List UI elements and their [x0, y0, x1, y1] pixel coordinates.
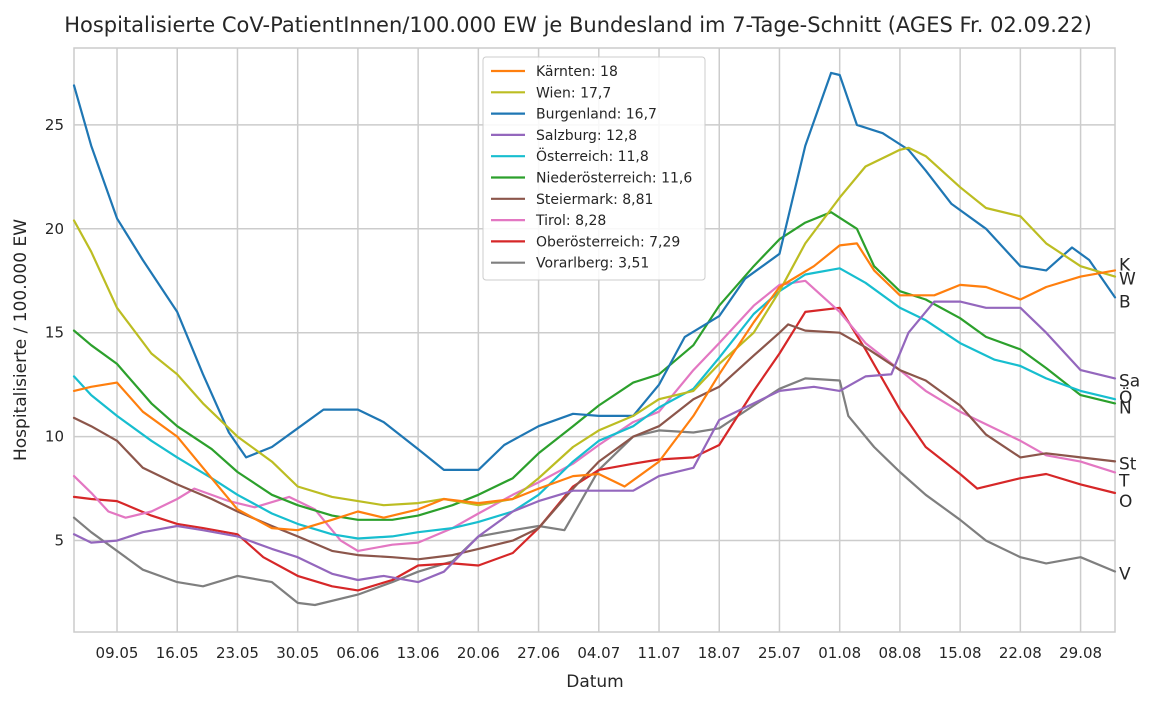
series-end-label: O	[1119, 492, 1132, 512]
x-tick-label: 29.08	[1059, 644, 1102, 662]
x-tick-label: 27.06	[517, 644, 560, 662]
series-end-label: V	[1119, 565, 1131, 585]
x-axis-label: Datum	[566, 672, 624, 692]
y-tick-label: 20	[45, 220, 64, 238]
series-line	[72, 146, 1117, 507]
series-line	[72, 306, 1117, 592]
x-tick-label: 23.05	[216, 644, 259, 662]
legend-entry: Österreich: 11,8	[536, 147, 649, 165]
legend-entry: Salzburg: 12,8	[536, 128, 637, 144]
legend-box	[482, 56, 706, 281]
y-axis-ticks: 5 10 15 20 25	[45, 116, 64, 550]
series-line	[72, 71, 1117, 471]
legend-entry: Kärnten: 18	[536, 64, 618, 80]
series-end-label: N	[1119, 398, 1132, 418]
x-tick-label: 20.06	[457, 644, 500, 662]
y-tick-label: 5	[54, 532, 64, 550]
legend-entry: Wien: 17,7	[536, 85, 611, 101]
series-lines	[72, 71, 1117, 607]
series-end-label: Ö	[1119, 386, 1132, 408]
x-tick-label: 08.08	[878, 644, 921, 662]
series-line	[72, 300, 1117, 584]
plot-frame	[73, 47, 1116, 633]
legend-entry: Vorarlberg: 3,51	[536, 256, 649, 272]
x-tick-label: 25.07	[758, 644, 801, 662]
series-line	[72, 242, 1117, 532]
x-tick-label: 13.06	[397, 644, 440, 662]
x-tick-label: 18.07	[698, 644, 741, 662]
series-end-label: B	[1119, 292, 1131, 312]
chart-title: Hospitalisierte CoV-PatientInnen/100.000…	[64, 13, 1092, 37]
x-tick-label: 11.07	[638, 644, 681, 662]
series-line	[72, 323, 1117, 561]
series-end-label: T	[1118, 471, 1130, 491]
legend: Kärnten: 18 Wien: 17,7 Burgenland: 16,7 Sal…	[482, 56, 706, 281]
y-axis-label: Hospitalisierte / 100.000 EW	[11, 219, 31, 461]
x-tick-label: 01.08	[818, 644, 861, 662]
legend-entry: Tirol: 8,28	[535, 213, 606, 229]
y-tick-label: 25	[45, 116, 64, 134]
series-end-label: W	[1119, 270, 1136, 290]
legend-entry: Oberösterreich: 7,29	[536, 234, 680, 250]
series-line	[72, 279, 1117, 553]
x-tick-label: 22.08	[999, 644, 1042, 662]
y-tick-label: 15	[45, 324, 64, 342]
x-tick-label: 16.05	[156, 644, 199, 662]
x-tick-label: 04.07	[577, 644, 620, 662]
x-tick-label: 30.05	[276, 644, 319, 662]
series-end-label: K	[1119, 255, 1131, 275]
legend-entry: Niederösterreich: 11,6	[536, 171, 692, 187]
x-tick-label: 09.05	[96, 644, 139, 662]
series-line	[72, 267, 1117, 540]
legend-entry: Burgenland: 16,7	[536, 107, 657, 123]
series-end-label: Sa	[1119, 371, 1140, 391]
x-tick-label: 06.06	[336, 644, 379, 662]
x-tick-label: 15.08	[939, 644, 982, 662]
y-tick-label: 10	[45, 428, 64, 446]
legend-entry: Steiermark: 8,81	[536, 192, 653, 208]
series-end-label: St	[1119, 454, 1137, 474]
x-axis-ticks: 09.05 16.05 23.05 30.05 06.06 13.06 20.06 27.06…	[96, 644, 1103, 662]
series-line	[72, 211, 1117, 521]
